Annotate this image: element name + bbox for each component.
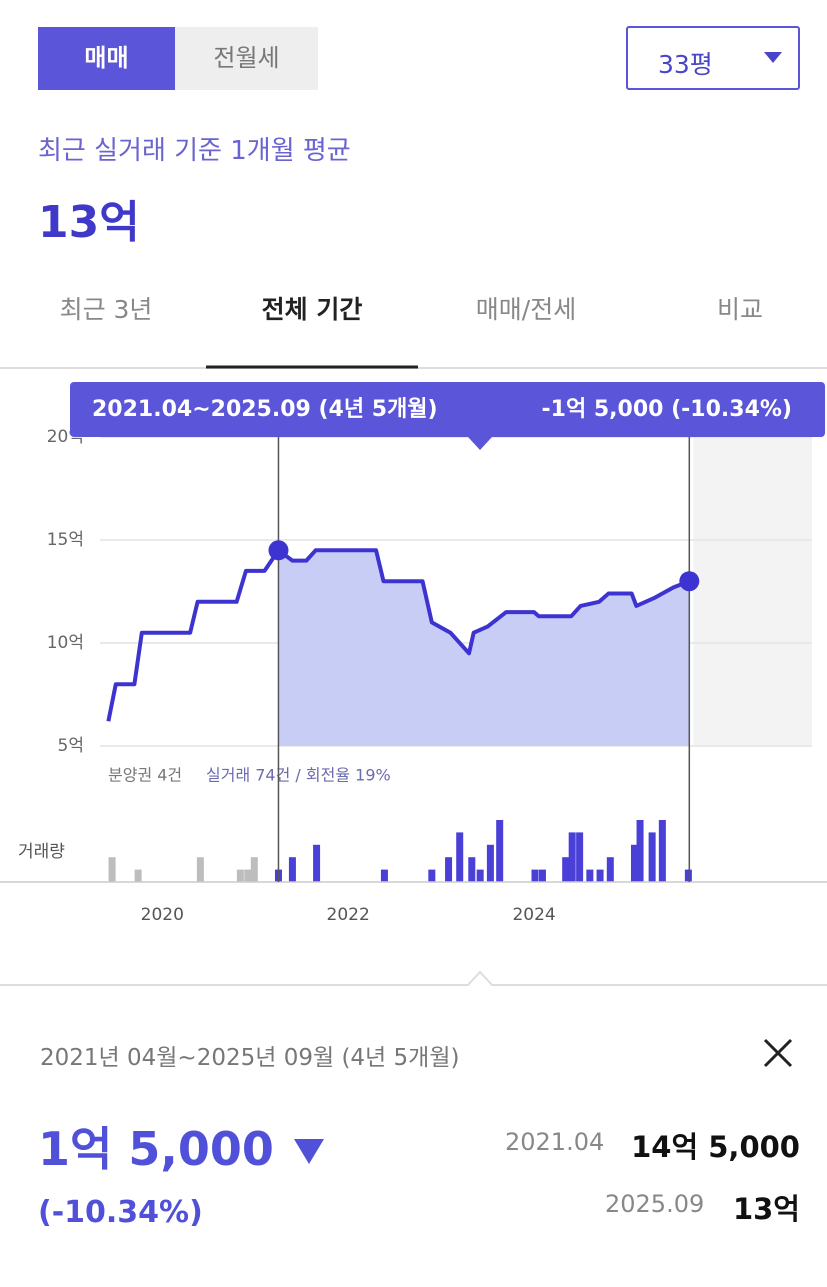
y-tick-label: 10억 <box>47 633 84 653</box>
panel-divider <box>0 970 827 986</box>
detail-change-pct: (-10.34%) <box>38 1195 203 1230</box>
tooltip-change: -1억 5,000 (-10.34%) <box>542 397 792 422</box>
dropdown-arrow <box>764 52 782 63</box>
volume-bar <box>108 857 116 882</box>
tooltip-box <box>70 382 825 437</box>
volume-bar <box>606 857 614 882</box>
selection-area <box>278 550 690 746</box>
x-tick-label: 2020 <box>141 905 184 925</box>
tooltip: 2021.04~2025.09 (4년 5개월) -1억 5,000 (-10.3… <box>70 382 825 450</box>
tooltip-period: 2021.04~2025.09 (4년 5개월) <box>92 397 438 422</box>
size-value: 33평 <box>658 50 713 79</box>
volume-bar <box>486 844 494 882</box>
volume-bar <box>476 869 484 882</box>
volume-bar <box>658 820 666 882</box>
tab[interactable]: 매매/전세 <box>475 295 577 324</box>
volume-bar <box>576 832 584 882</box>
tooltip-pointer <box>468 437 492 450</box>
volume-bar <box>445 857 453 882</box>
volume-bar <box>562 857 570 882</box>
detail-period: 2021년 04월~2025년 09월 (4년 5개월) <box>40 1045 460 1071</box>
volume-bar <box>596 869 604 882</box>
detail-change: 1억 5,000 <box>38 1113 326 1179</box>
volume-bar <box>630 844 638 882</box>
volume-bar <box>196 857 204 882</box>
volume-bar <box>250 857 258 882</box>
end-date: 2025.09 <box>605 1190 705 1218</box>
volume-bar <box>134 869 142 882</box>
tab[interactable]: 전체 기간 <box>261 295 363 324</box>
volume-bar <box>636 820 644 882</box>
volume-bar <box>288 857 296 882</box>
summary-label: 최근 실거래 기준 1개월 평균 <box>38 136 351 166</box>
start-price: 14억 5,000 <box>631 1130 800 1164</box>
start-date: 2021.04 <box>505 1128 605 1156</box>
volume-label: 거래량 <box>18 842 65 862</box>
volume-bar <box>496 820 504 882</box>
volume-bar <box>244 869 252 882</box>
end-price: 13억 <box>732 1192 800 1226</box>
selection-dot <box>679 571 700 592</box>
volume-bar <box>468 857 476 882</box>
volume-bar <box>648 832 656 882</box>
size-dropdown[interactable]: 33평 <box>626 26 800 90</box>
volume-bar <box>380 869 388 882</box>
down-arrow <box>293 1139 324 1164</box>
volume-bar <box>428 869 436 882</box>
price-line <box>106 548 691 722</box>
toggle-sale[interactable]: 매매 <box>38 27 175 90</box>
y-tick-label: 15억 <box>47 530 84 550</box>
volume-bar <box>586 869 594 882</box>
future-region <box>693 437 812 746</box>
summary-value: 13억 <box>38 197 140 248</box>
volume-bar <box>313 844 321 882</box>
selection-dot <box>268 540 289 561</box>
volume-bar <box>236 869 244 882</box>
presale-count: 분양권 4건 <box>108 766 182 785</box>
trade-count: 실거래 74건 / 회전율 19% <box>206 766 391 785</box>
volume-bar <box>568 832 576 882</box>
y-tick-label: 5억 <box>58 736 84 756</box>
volume-bar <box>456 832 464 882</box>
close-button[interactable] <box>762 1037 794 1069</box>
volume-bar <box>684 869 692 882</box>
x-tick-label: 2024 <box>512 905 555 925</box>
x-tick-label: 2022 <box>327 905 370 925</box>
volume-bar <box>531 869 539 882</box>
detail-change-value: 1억 5,000 <box>38 1122 274 1176</box>
volume-bar <box>538 869 546 882</box>
tab[interactable]: 비교 <box>716 295 763 324</box>
toggle-rent[interactable]: 전월세 <box>175 27 318 90</box>
tab[interactable]: 최근 3년 <box>59 295 153 324</box>
